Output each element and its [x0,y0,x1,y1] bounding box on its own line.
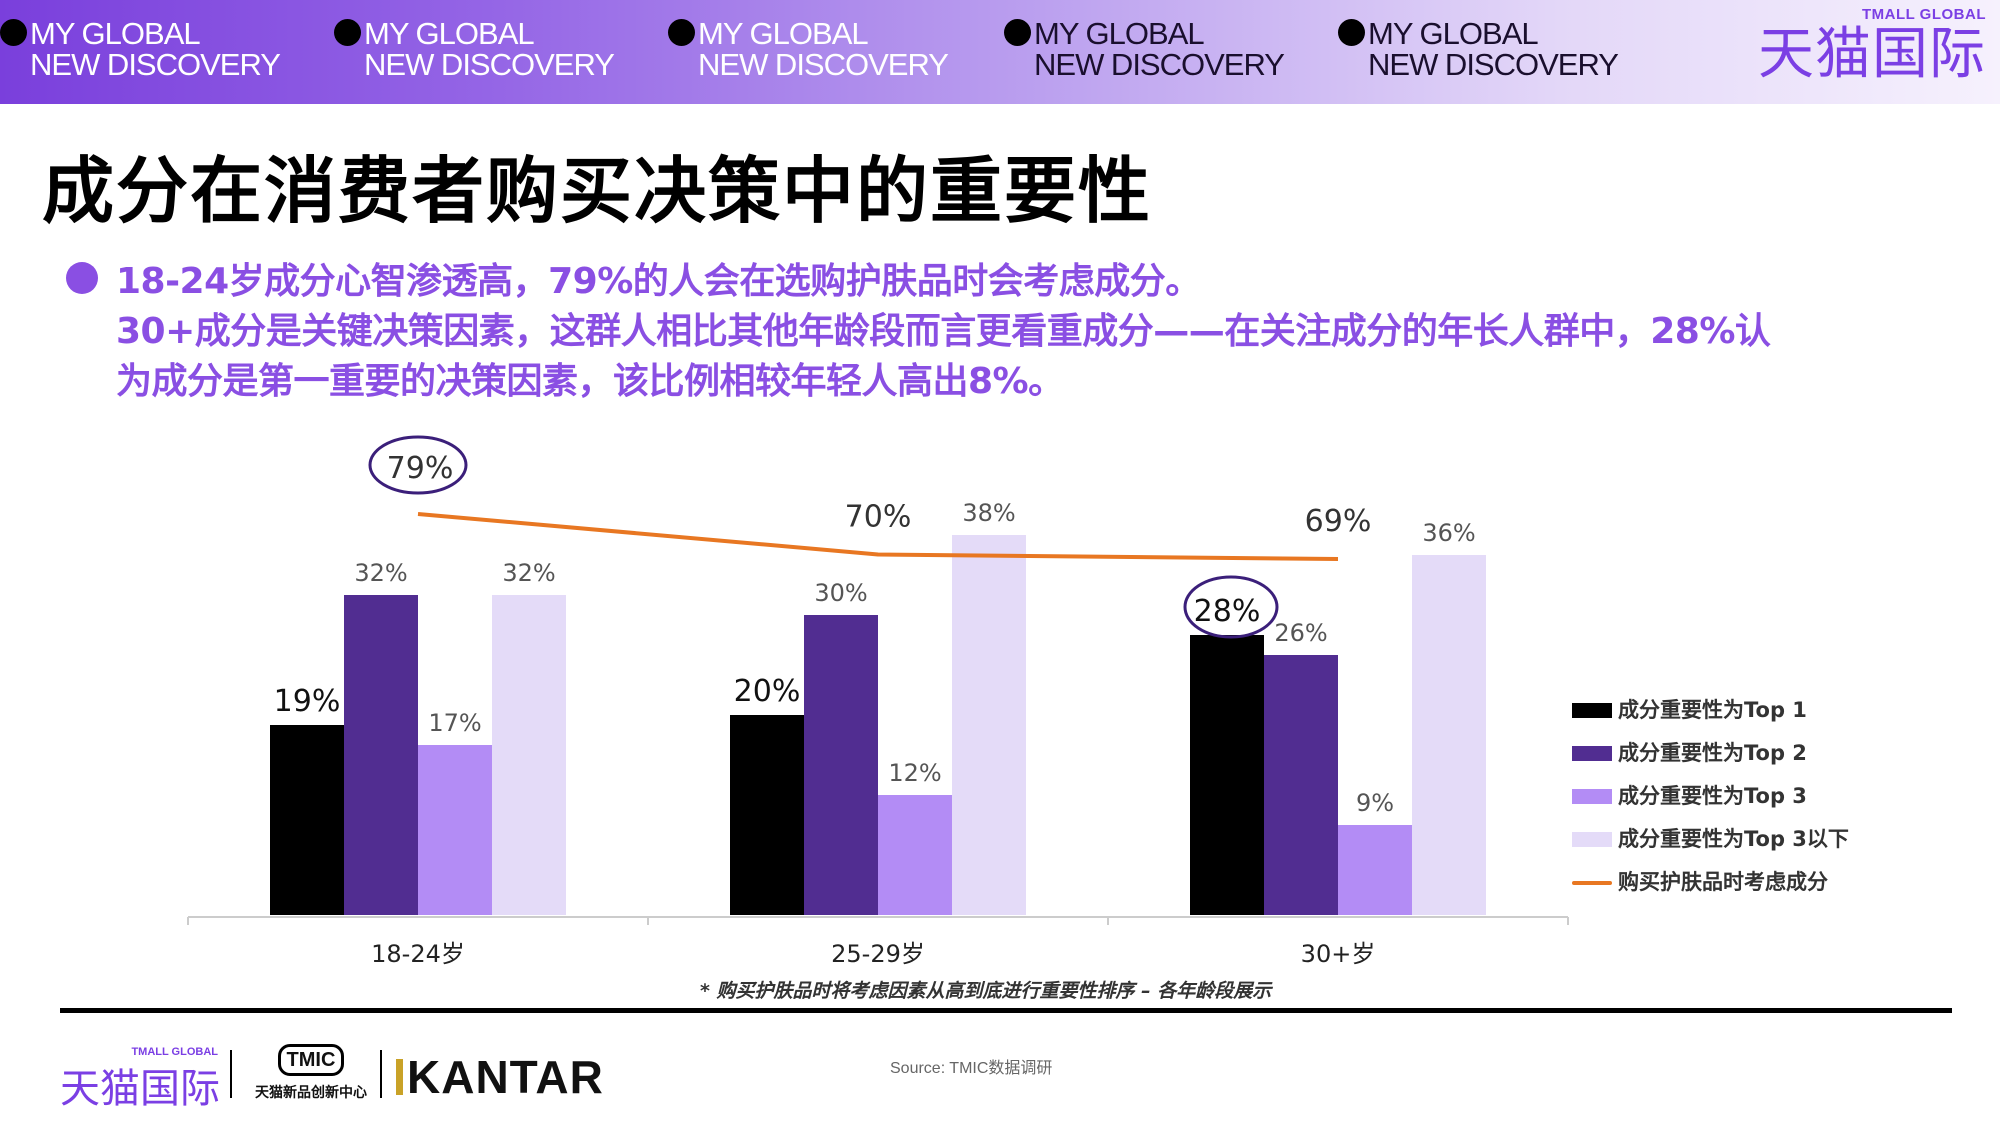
bar [344,595,418,915]
legend-label: 成分重要性为Top 3 [1618,784,1807,808]
tmic-mark: TMIC [277,1044,345,1076]
line-series-path [417,512,1339,561]
bullet-dot-icon [1338,19,1365,46]
bar [804,615,878,915]
footer-tmall-logo: TMALL GLOBAL 天猫国际 [60,1046,220,1112]
bar-data-label: 30% [814,579,867,607]
banner-tag-line1: MY GLOBAL [1368,16,1539,51]
legend-swatch [1572,832,1612,847]
bar [730,715,804,915]
x-tick-label: 25-29岁 [831,940,925,968]
bullet-icon [66,262,98,294]
legend-label: 成分重要性为Top 2 [1618,741,1807,765]
brand-en: TMALL GLOBAL [1861,6,1986,23]
legend-swatch [1572,746,1612,761]
banner-tag-line2: NEW DISCOVERY [1368,47,1619,82]
bullet-dot-icon [0,19,27,46]
source-note: Source: TMIC数据调研 [890,1060,1053,1077]
divider [60,1008,1952,1013]
footer-separator [380,1050,382,1098]
legend-label: 购买护肤品时考虑成分 [1618,870,1828,894]
chart-footnote: * 购买护肤品时将考虑因素从高到底进行重要性排序 – 各年龄段展示 [700,980,1272,1002]
banner-tag-line1: MY GLOBAL [364,16,535,51]
highlight-circle [1183,575,1279,639]
bar [1264,655,1338,915]
kantar-bar-icon [396,1059,403,1095]
bar [1190,635,1264,915]
bar-data-label: 32% [502,559,555,587]
bar [952,535,1026,915]
legend-label: 成分重要性为Top 1 [1618,698,1807,722]
legend-swatch [1572,789,1612,804]
bullet-line-1: 18-24岁成分心智渗透高，79%的人会在选购护肤品时会考虑成分。 [116,261,1201,302]
bar-data-label: 19% [274,684,341,719]
bullet-line-2: 30+成分是关键决策因素，这群人相比其他年龄段而言更看重成分——在关注成分的年长… [116,311,1771,352]
x-tick-label: 30+岁 [1301,940,1376,968]
banner-tag-line2: NEW DISCOVERY [1034,47,1285,82]
highlight-circle [368,435,468,495]
brand-cn: 天猫国际 [1758,22,1986,87]
line-data-label: 70% [845,500,912,535]
bar [1338,825,1412,915]
banner-tag-line2: NEW DISCOVERY [364,47,615,82]
footer-kantar-logo: KANTAR [396,1050,604,1104]
bar-data-label: 36% [1422,519,1475,547]
top-banner: MY GLOBAL NEW DISCOVERY MY GLOBAL NEW DI… [0,0,2000,104]
bar [492,595,566,915]
bullet-dot-icon [1004,19,1031,46]
bar-data-label: 32% [354,559,407,587]
legend-label: 成分重要性为Top 3以下 [1618,827,1849,851]
bar [878,795,952,915]
line-data-label: 69% [1305,504,1372,539]
banner-tag-line1: MY GLOBAL [1034,16,1205,51]
bar-data-label: 26% [1274,619,1327,647]
bullet-dot-icon [334,19,361,46]
footer-tmall-en: TMALL GLOBAL [131,1046,218,1058]
legend-line-swatch [1572,881,1612,885]
bar-data-label: 38% [962,499,1015,527]
bullet-dot-icon [668,19,695,46]
footer-tmic-logo: TMIC 天猫新品创新中心 [246,1040,376,1106]
bar-data-label: 17% [428,709,481,737]
bar-data-label: 12% [888,759,941,787]
banner-tag-line1: MY GLOBAL [30,16,201,51]
bar-data-label: 20% [734,674,801,709]
bar-data-label: 28% [1194,594,1261,629]
kantar-text: KANTAR [407,1051,604,1103]
bar [1412,555,1486,915]
footer-separator [230,1050,232,1098]
banner-tag-line2: NEW DISCOVERY [698,47,949,82]
bullet-line-3: 为成分是第一重要的决策因素，该比例相较年轻人高出8%。 [116,361,1064,402]
banner-tag-line1: MY GLOBAL [698,16,869,51]
importance-chart: 19% 32% 17% 32% 18-24岁 20% 30% 12% 38% 25-29岁 28% 2… [187,435,1569,968]
bar [270,725,344,915]
tmall-global-logo: TMALL GLOBAL 天猫国际 [1726,6,1986,90]
legend-swatch [1572,703,1612,718]
x-tick-label: 18-24岁 [371,940,465,968]
bar-data-label: 9% [1356,789,1394,817]
tmic-subtitle: 天猫新品创新中心 [255,1085,367,1101]
page-title: 成分在消费者购买决策中的重要性 [42,149,1153,233]
bar [418,745,492,915]
footer-tmall-cn: 天猫国际 [60,1066,220,1112]
line-data-label: 79% [387,451,454,486]
banner-tag-line2: NEW DISCOVERY [30,47,281,82]
